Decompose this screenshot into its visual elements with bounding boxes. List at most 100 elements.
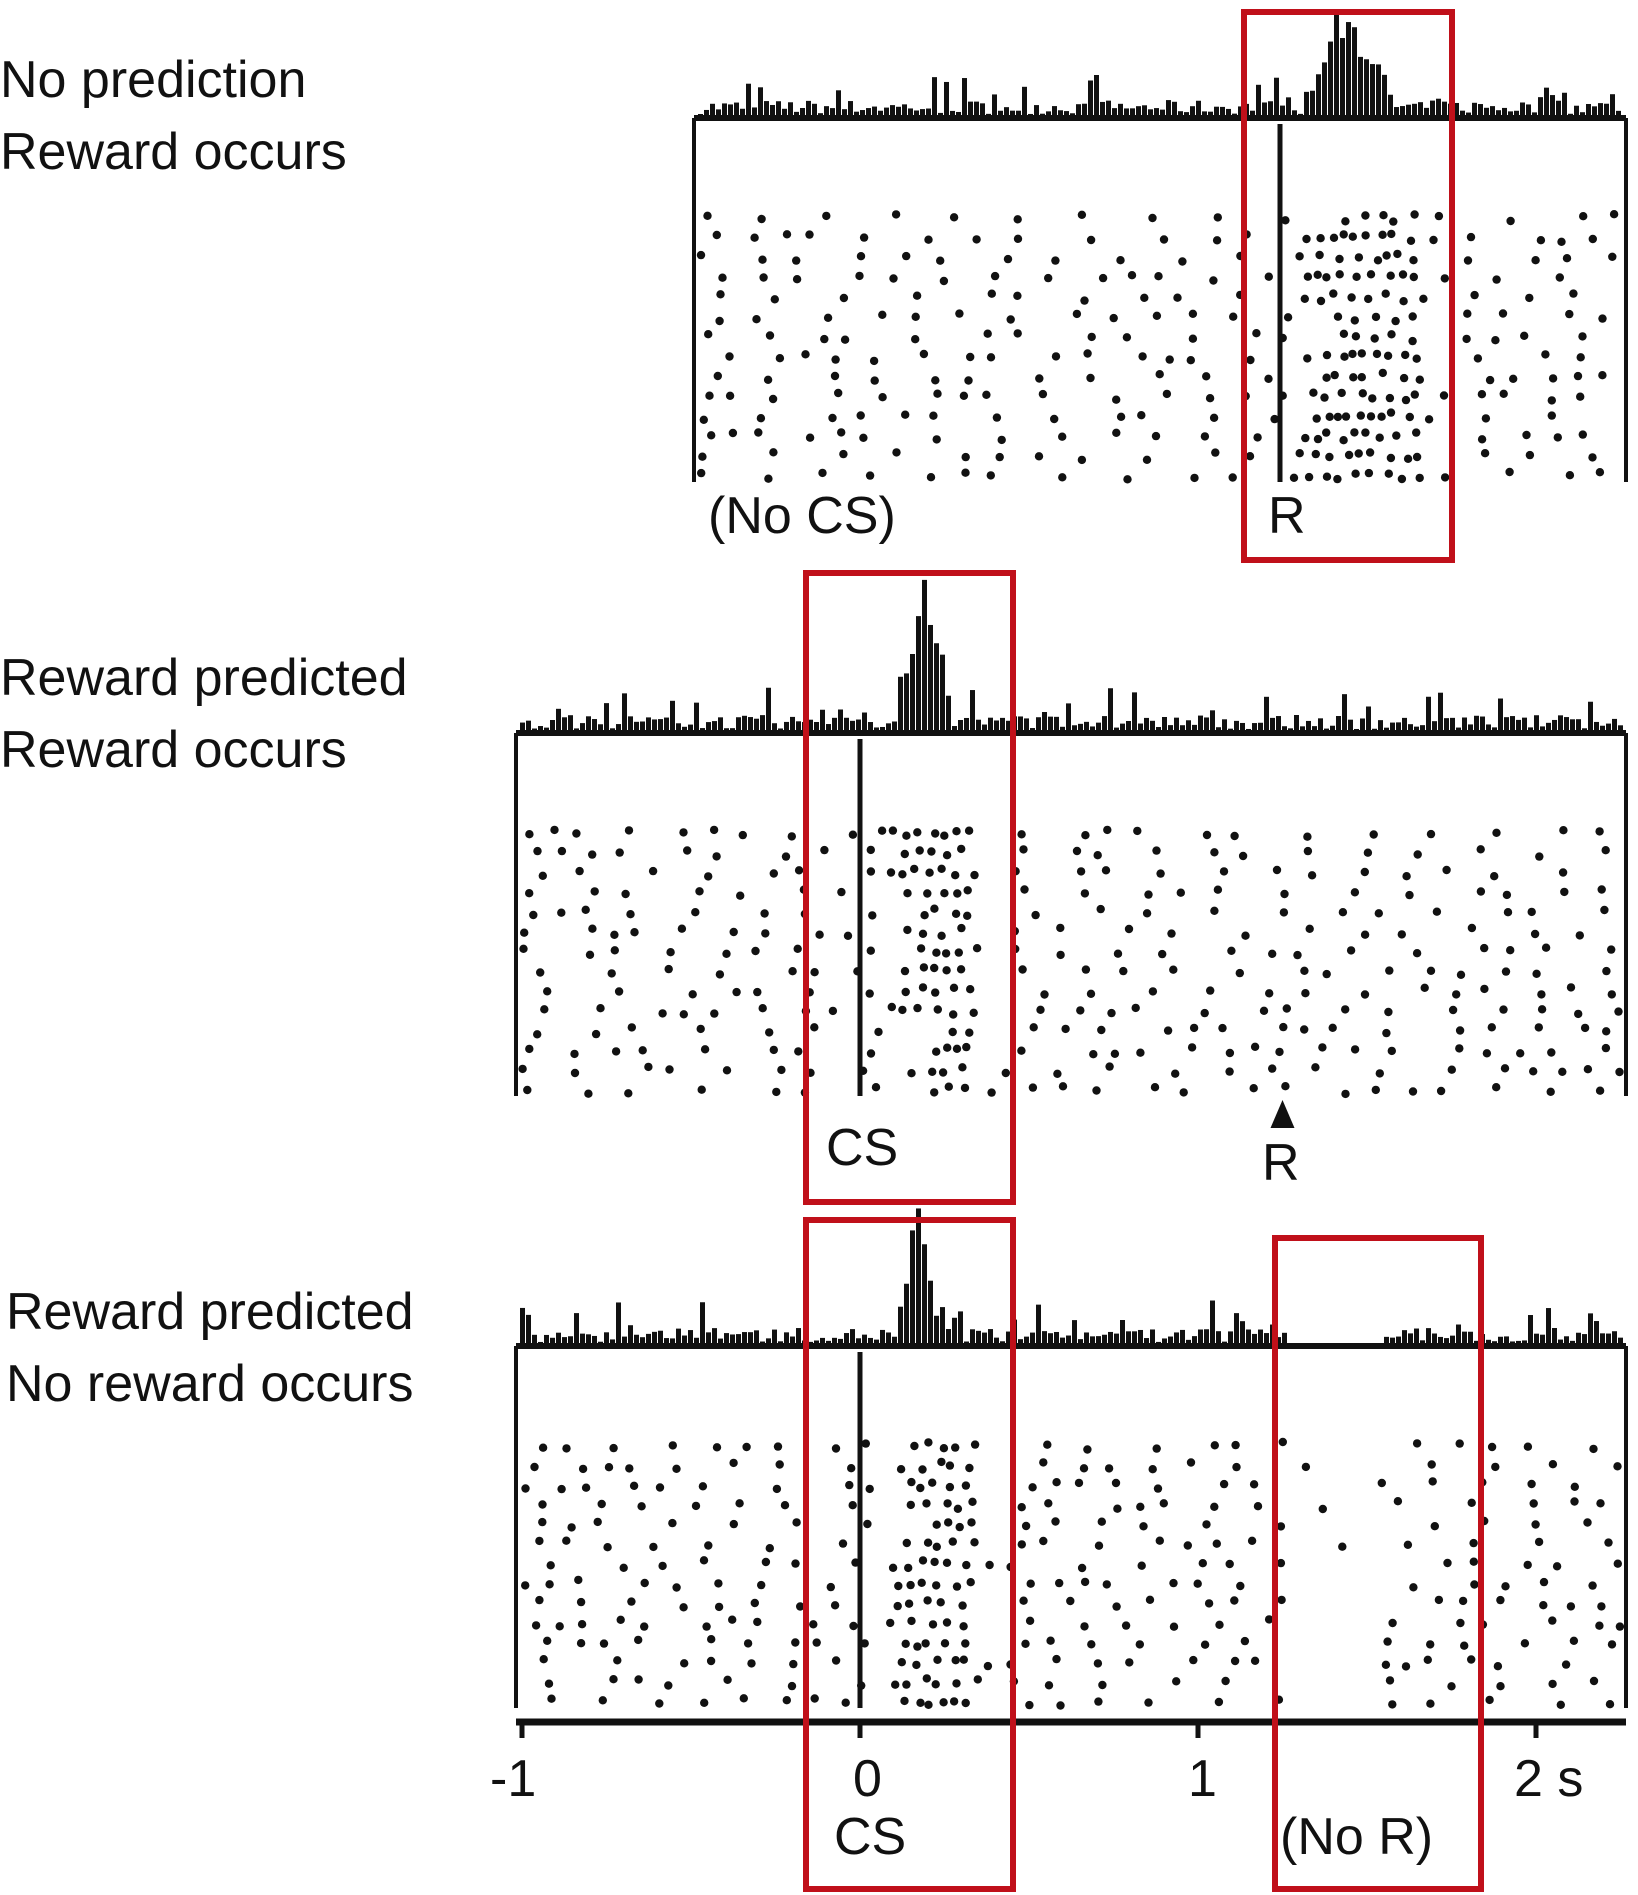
psth-bar bbox=[982, 724, 987, 733]
psth-bar bbox=[896, 106, 901, 118]
psth-bar bbox=[1294, 715, 1299, 733]
spike-dot bbox=[619, 1563, 628, 1573]
spike-dot bbox=[518, 1064, 527, 1074]
spike-dot bbox=[828, 1006, 838, 1016]
psth-bar bbox=[1360, 718, 1365, 733]
spike-dot bbox=[1573, 371, 1583, 381]
psth-bar bbox=[778, 1341, 783, 1346]
psth-bar bbox=[1550, 95, 1555, 118]
psth-bar bbox=[1066, 1335, 1071, 1346]
spike-dot bbox=[603, 1543, 612, 1552]
spike-dot bbox=[1349, 373, 1358, 382]
spike-dot bbox=[933, 1655, 942, 1665]
spike-dot bbox=[725, 352, 734, 361]
spike-dot bbox=[1052, 1654, 1061, 1664]
spike-dot bbox=[1607, 945, 1616, 954]
spike-dot bbox=[1313, 434, 1323, 444]
psth-bar bbox=[616, 1302, 621, 1346]
psth-bar bbox=[670, 700, 675, 733]
psth-bar bbox=[1082, 103, 1087, 118]
spike-dot bbox=[1467, 923, 1477, 933]
psth-bar bbox=[610, 1339, 615, 1346]
spike-dot bbox=[699, 415, 708, 424]
psth-bar bbox=[898, 1306, 903, 1346]
spike-dot bbox=[796, 1602, 805, 1611]
spike-dot bbox=[1293, 950, 1302, 960]
spike-dot bbox=[972, 944, 982, 953]
psth-bar bbox=[974, 101, 979, 118]
spike-dot bbox=[858, 1066, 868, 1076]
spike-dot bbox=[1406, 236, 1416, 245]
psth-bar bbox=[1474, 715, 1479, 733]
spike-dot bbox=[932, 948, 941, 957]
spike-dot bbox=[1131, 1003, 1140, 1013]
spike-dot bbox=[1202, 830, 1212, 840]
psth-bar bbox=[1156, 1341, 1161, 1346]
psth-bar bbox=[902, 104, 907, 118]
spike-dot bbox=[936, 1598, 945, 1607]
spike-dot bbox=[878, 393, 887, 402]
spike-dot bbox=[1559, 826, 1568, 835]
spike-dot bbox=[765, 1028, 774, 1037]
spike-dot bbox=[1383, 1637, 1392, 1646]
spike-dot bbox=[1546, 1087, 1555, 1097]
spike-dot bbox=[757, 1580, 766, 1590]
spike-dot bbox=[1525, 293, 1534, 303]
spike-dot bbox=[1448, 1005, 1458, 1015]
spike-dot bbox=[1387, 330, 1396, 339]
spike-dot bbox=[1159, 1499, 1169, 1508]
spike-dot bbox=[557, 846, 567, 856]
psth-bar bbox=[1024, 718, 1029, 733]
psth-bar bbox=[1198, 1329, 1203, 1346]
spike-dot bbox=[1539, 1577, 1549, 1587]
spike-dot bbox=[1179, 1088, 1188, 1097]
spike-dot bbox=[1496, 1682, 1505, 1691]
spike-dot bbox=[1313, 270, 1322, 279]
spike-dot bbox=[1522, 430, 1531, 440]
spike-dot bbox=[866, 946, 875, 955]
spike-dot bbox=[597, 1499, 606, 1509]
psth-bar bbox=[752, 107, 757, 118]
spike-dot bbox=[590, 887, 599, 896]
psth-bar bbox=[946, 1329, 951, 1346]
spike-dot bbox=[1570, 1482, 1580, 1492]
spike-dot bbox=[644, 1062, 653, 1072]
psth-bar bbox=[1498, 698, 1503, 733]
spike-dot bbox=[1072, 846, 1082, 856]
spike-dot bbox=[1412, 949, 1422, 958]
spike-dot bbox=[1018, 965, 1027, 974]
spike-dot bbox=[1485, 375, 1495, 385]
spike-dot bbox=[712, 852, 721, 861]
psth-bar bbox=[1486, 1339, 1491, 1346]
psth-bar bbox=[1414, 726, 1419, 733]
psth-bar bbox=[1306, 1344, 1311, 1346]
spike-dot bbox=[1506, 946, 1515, 955]
spike-dot bbox=[902, 1680, 911, 1689]
spike-dot bbox=[1077, 455, 1087, 465]
psth-bar bbox=[764, 101, 769, 118]
spike-dot bbox=[1440, 274, 1450, 283]
psth-bar bbox=[1558, 715, 1563, 733]
spike-dot bbox=[1389, 217, 1398, 226]
psth-bar bbox=[718, 717, 723, 733]
spike-dot bbox=[1253, 1502, 1263, 1511]
spike-dot bbox=[1608, 252, 1617, 261]
spike-dot bbox=[773, 1442, 783, 1451]
spike-dot bbox=[1401, 350, 1410, 360]
psth-bar bbox=[1496, 110, 1501, 118]
psth-bar bbox=[1412, 103, 1417, 118]
spike-dot bbox=[1056, 923, 1065, 933]
spike-dot bbox=[557, 908, 566, 917]
spike-dot bbox=[1419, 294, 1428, 303]
psth-bar bbox=[604, 1332, 609, 1346]
spike-dot bbox=[1420, 983, 1429, 992]
spike-dot bbox=[1408, 336, 1417, 346]
spike-dot bbox=[948, 1027, 957, 1037]
spike-dot bbox=[1039, 1536, 1048, 1546]
spike-dot bbox=[529, 910, 538, 920]
spike-dot bbox=[770, 295, 779, 304]
spike-dot bbox=[1136, 1048, 1145, 1057]
psth-bar bbox=[1606, 723, 1611, 733]
spike-dot bbox=[1202, 372, 1211, 381]
spike-dot bbox=[1163, 1026, 1173, 1035]
